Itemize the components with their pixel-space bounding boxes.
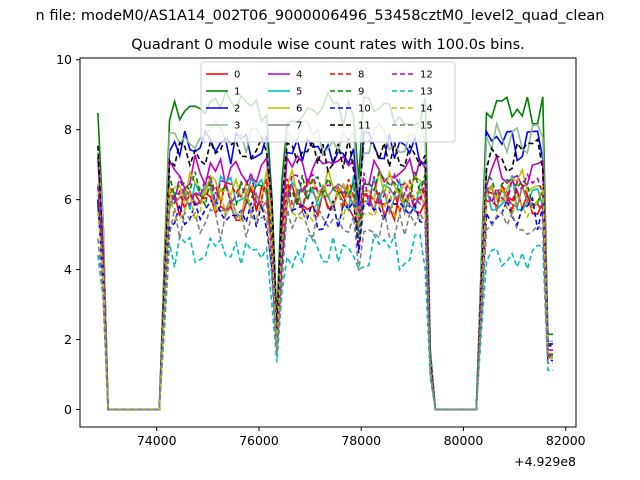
y-tick-label: 2 <box>64 332 72 347</box>
legend-label-7: 7 <box>296 121 302 132</box>
plot-frame <box>79 57 577 428</box>
legend-label-12: 12 <box>420 70 433 81</box>
legend-label-6: 6 <box>296 104 302 115</box>
chart-title: Quadrant 0 module wise count rates with … <box>131 37 525 53</box>
x-tick-label: 74000 <box>137 433 177 448</box>
y-tick-label: 6 <box>64 192 72 207</box>
legend-label-4: 4 <box>296 70 302 81</box>
x-tick-label: 82000 <box>546 433 586 448</box>
x-tick-label: 76000 <box>239 433 279 448</box>
x-tick-label: 80000 <box>444 433 484 448</box>
y-tick-label: 0 <box>64 402 72 417</box>
legend-label-14: 14 <box>420 104 433 115</box>
series-layer <box>97 89 553 411</box>
legend-label-2: 2 <box>234 104 240 115</box>
x-axis: 74000 76000 78000 80000 82000 <box>137 427 586 448</box>
legend-label-5: 5 <box>296 87 302 98</box>
y-tick-label: 10 <box>56 52 72 67</box>
x-tick-label: 78000 <box>341 433 381 448</box>
legend-label-13: 13 <box>420 87 433 98</box>
legend-label-3: 3 <box>234 121 240 132</box>
y-tick-label: 4 <box>64 262 72 277</box>
legend-label-1: 1 <box>234 87 240 98</box>
y-axis: 0 2 4 6 8 10 <box>56 52 80 417</box>
legend-box <box>200 61 456 143</box>
series-line-13 <box>97 231 553 411</box>
x-offset-label: +4.929e8 <box>514 454 576 469</box>
legend-label-9: 9 <box>358 87 364 98</box>
legend-label-8: 8 <box>358 70 364 81</box>
figure-suptitle: n file: modeM0/AS1A14_002T06_9000006496_… <box>36 8 605 24</box>
series-line-15 <box>97 204 553 411</box>
legend-label-10: 10 <box>358 104 371 115</box>
legend-label-11: 11 <box>358 121 371 132</box>
legend-label-15: 15 <box>420 121 433 132</box>
y-tick-label: 8 <box>64 122 72 137</box>
legend-label-0: 0 <box>234 70 240 81</box>
